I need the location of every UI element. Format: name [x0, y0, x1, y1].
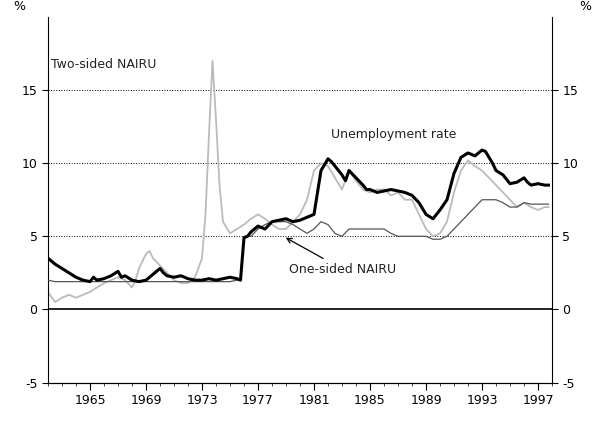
Text: One-sided NAIRU: One-sided NAIRU	[287, 238, 396, 276]
Text: Unemployment rate: Unemployment rate	[331, 128, 456, 141]
Text: Two-sided NAIRU: Two-sided NAIRU	[51, 58, 156, 71]
Text: %: %	[13, 0, 25, 13]
Text: %: %	[580, 0, 592, 13]
